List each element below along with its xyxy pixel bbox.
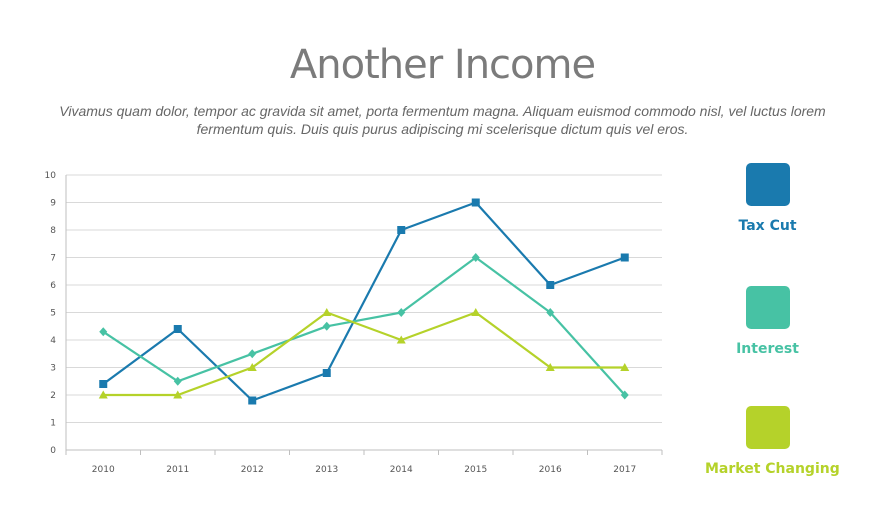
legend-label-interest: Interest [736, 341, 799, 357]
x-tick-label: 2016 [539, 465, 562, 475]
series-tax-cut [99, 198, 629, 405]
data-point-market-changing [98, 390, 108, 399]
y-tick-label: 5 [50, 309, 56, 319]
legend-swatch-interest [745, 286, 790, 329]
legend-swatch-tax-cut [745, 163, 790, 206]
page-title: Another Income [289, 42, 596, 88]
data-point-market-changing [247, 363, 257, 371]
series-line-interest [102, 256, 626, 396]
x-tick-label: 2013 [315, 465, 338, 475]
legend-item-tax-cut: Tax Cut [705, 163, 830, 234]
x-tick-labels: 2010 2011 2012 2013 2014 2015 2016 2017 [92, 465, 636, 475]
data-point-interest [173, 376, 182, 386]
data-point-interest [397, 308, 406, 317]
data-point-tax-cut [99, 380, 108, 388]
data-point-interest [322, 321, 331, 331]
y-tick-label: 8 [50, 226, 56, 236]
data-point-market-changing [620, 363, 630, 371]
data-point-tax-cut [471, 198, 480, 207]
y-tick-labels: 0 1 2 3 4 5 6 7 8 9 10 [45, 171, 57, 456]
y-tick-label: 2 [50, 391, 56, 401]
x-tick-label: 2011 [166, 465, 189, 475]
data-point-tax-cut [248, 396, 257, 405]
series-market-changing [98, 308, 630, 399]
legend-label-market-changing: Market Changing [705, 461, 840, 477]
data-point-interest [546, 308, 555, 317]
legend-label-tax-cut: Tax Cut [738, 218, 797, 234]
series-interest [99, 253, 629, 400]
data-point-tax-cut [397, 226, 406, 234]
y-tick-label: 9 [50, 199, 56, 209]
x-tick-label: 2010 [92, 465, 115, 475]
data-point-interest [620, 390, 629, 400]
data-point-interest [471, 253, 480, 262]
series-line-market-changing [103, 311, 625, 397]
x-tick-label: 2015 [464, 465, 487, 475]
data-point-tax-cut [322, 369, 331, 377]
y-tick-label: 10 [45, 171, 57, 181]
y-tick-label: 6 [50, 281, 56, 291]
data-point-tax-cut [620, 253, 629, 262]
y-tick-label: 3 [50, 364, 56, 374]
x-tick-label: 2012 [241, 465, 264, 475]
subtitle-line-2: fermentum quis. Duis quis purus adipisci… [196, 121, 689, 137]
data-point-interest [248, 349, 257, 359]
series-line-tax-cut [102, 201, 626, 402]
series-lines [98, 198, 630, 405]
data-point-market-changing [396, 335, 406, 344]
y-tick-label: 7 [50, 254, 56, 264]
legend-item-interest: Interest [705, 286, 830, 357]
data-point-tax-cut [546, 281, 555, 289]
axes [65, 175, 663, 455]
y-tick-label: 0 [50, 446, 56, 456]
page-subtitle: Vivamus quam dolor, tempor ac gravida si… [30, 102, 855, 138]
data-point-tax-cut [173, 325, 182, 333]
subtitle-line-1: Vivamus quam dolor, tempor ac gravida si… [59, 103, 826, 119]
data-point-market-changing [471, 308, 481, 316]
grid-lines [66, 174, 662, 423]
data-point-market-changing [545, 363, 555, 371]
legend-item-market-changing: Market Changing [705, 406, 840, 477]
y-tick-label: 1 [50, 419, 56, 429]
data-point-market-changing [322, 308, 332, 316]
legend-swatch-market-changing [745, 406, 790, 449]
x-tick-label: 2017 [613, 465, 636, 475]
y-tick-label: 4 [50, 336, 56, 346]
x-tick-label: 2014 [390, 465, 413, 475]
data-point-market-changing [173, 390, 183, 399]
data-point-interest [99, 327, 108, 337]
